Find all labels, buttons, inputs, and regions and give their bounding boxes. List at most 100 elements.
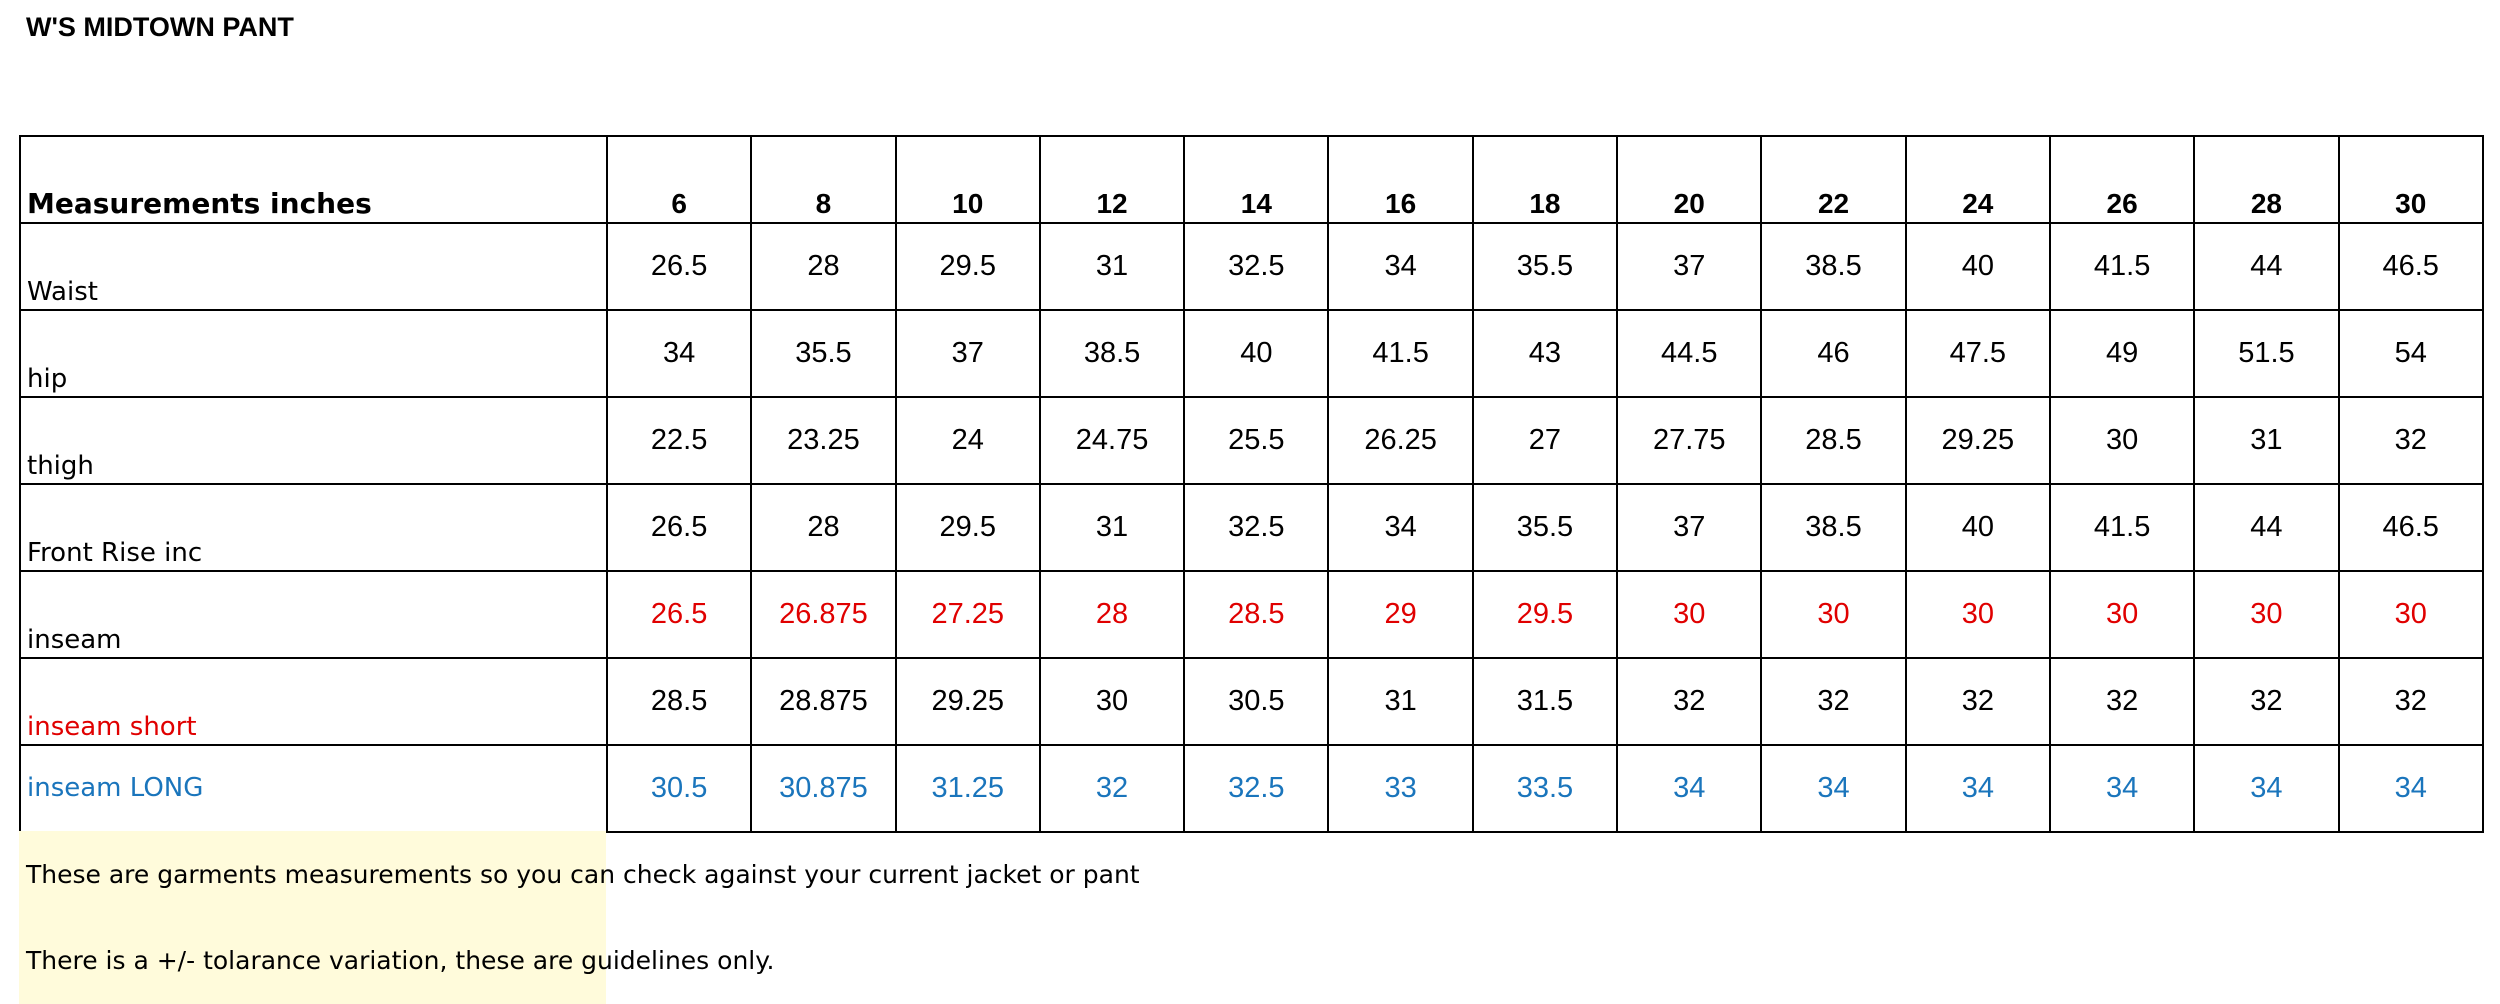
cell: 32 xyxy=(1038,744,1186,833)
cell: 40 xyxy=(1904,483,2051,572)
cell: 40 xyxy=(1183,309,1330,398)
cell: 16 xyxy=(1327,135,1474,224)
cell: 29.5 xyxy=(1471,570,1619,659)
cell: 28 xyxy=(750,483,897,572)
cell: 31 xyxy=(2193,396,2340,485)
cell: 38.5 xyxy=(1760,483,1907,572)
cell: 28.5 xyxy=(1183,570,1330,659)
cell: 38.5 xyxy=(1038,309,1186,398)
cell: 31 xyxy=(1038,222,1186,311)
table-row: Waist 26.5 28 29.5 31 32.5 34 35.5 37 38.5 40 41.5 4… xyxy=(19,222,2484,311)
cell: 32.5 xyxy=(1183,222,1330,311)
cell: 32.5 xyxy=(1183,483,1330,572)
cell: 41.5 xyxy=(2048,222,2196,311)
cell: 29.5 xyxy=(894,222,1041,311)
row-label: Front Rise inc xyxy=(19,483,608,572)
cell: 31.5 xyxy=(1471,657,1619,746)
cell: 10 xyxy=(894,135,1041,224)
cell: 8 xyxy=(750,135,897,224)
cell: 27 xyxy=(1471,396,1619,485)
cell: 34 xyxy=(1616,744,1763,833)
cell: 24 xyxy=(1904,135,2051,224)
table-row: thigh 22.5 23.25 24 24.75 25.5 26.25 27 27.75 28.… xyxy=(19,396,2484,485)
cell: 37 xyxy=(1616,222,1763,311)
cell: 34 xyxy=(2337,744,2484,833)
cell: 24 xyxy=(894,396,1041,485)
size-table: Measurements inches 6 8 10 12 14 16 18 20 22 24 26 2… xyxy=(19,135,2484,833)
cell: 30.5 xyxy=(1183,657,1330,746)
cell: 32 xyxy=(2048,657,2196,746)
cell: 34 xyxy=(1327,483,1474,572)
cell: 30 xyxy=(2048,396,2196,485)
cell: 30 xyxy=(2337,570,2484,659)
cell: 34 xyxy=(2048,744,2196,833)
cell: 33 xyxy=(1327,744,1474,833)
cell: 28.5 xyxy=(1760,396,1907,485)
cell: 30.5 xyxy=(605,744,753,833)
cell: 30 xyxy=(1038,657,1186,746)
cell: 27.25 xyxy=(894,570,1041,659)
row-label: hip xyxy=(19,309,608,398)
table-row: Measurements inches 6 8 10 12 14 16 18 20 22 24 26 2… xyxy=(19,135,2484,224)
cell: 30 xyxy=(2193,570,2340,659)
cell: 35.5 xyxy=(750,309,897,398)
cell: 31.25 xyxy=(894,744,1041,833)
cell: 51.5 xyxy=(2193,309,2340,398)
cell: 32 xyxy=(2337,396,2484,485)
cell: 54 xyxy=(2337,309,2484,398)
cell: 30 xyxy=(1904,570,2051,659)
row-label: inseam xyxy=(19,570,608,659)
cell: 18 xyxy=(1471,135,1619,224)
table-row: hip 34 35.5 37 38.5 40 41.5 43 44.5 46 47.5 49 51.5 5… xyxy=(19,309,2484,398)
cell: 28.875 xyxy=(750,657,897,746)
cell: 30 xyxy=(2337,135,2484,224)
cell: 29.25 xyxy=(1904,396,2051,485)
cell: 40 xyxy=(1904,222,2051,311)
cell: 22 xyxy=(1760,135,1907,224)
row-label: inseam short xyxy=(19,657,608,746)
table-row: Front Rise inc 26.5 28 29.5 31 32.5 34 35.5 37 38… xyxy=(19,483,2484,572)
note: There is a +/- tolarance variation, thes… xyxy=(26,946,775,975)
cell: 33.5 xyxy=(1471,744,1619,833)
cell: 6 xyxy=(605,135,753,224)
cell: 29.25 xyxy=(894,657,1041,746)
cell: 28.5 xyxy=(605,657,753,746)
cell: 29 xyxy=(1327,570,1474,659)
cell: 30.875 xyxy=(750,744,897,833)
cell: 41.5 xyxy=(1327,309,1474,398)
note-highlight xyxy=(19,831,606,1004)
cell: 20 xyxy=(1616,135,1763,224)
cell: 26.5 xyxy=(605,222,753,311)
cell: 28 xyxy=(2193,135,2340,224)
cell: 28 xyxy=(1038,570,1186,659)
cell: 28 xyxy=(750,222,897,311)
cell: 46 xyxy=(1760,309,1907,398)
cell: 32 xyxy=(1616,657,1763,746)
cell: 38.5 xyxy=(1760,222,1907,311)
cell: 14 xyxy=(1183,135,1330,224)
cell: 23.25 xyxy=(750,396,897,485)
cell: 12 xyxy=(1038,135,1186,224)
cell: 30 xyxy=(1616,570,1763,659)
table-row: inseam LONG 30.5 30.875 31.25 32 32.5 33 33.5 34… xyxy=(19,744,2484,833)
cell: 34 xyxy=(2193,744,2340,833)
cell: 43 xyxy=(1471,309,1619,398)
cell: 31 xyxy=(1038,483,1186,572)
cell: 34 xyxy=(1760,744,1907,833)
cell: 26.5 xyxy=(605,570,753,659)
cell: 44.5 xyxy=(1616,309,1763,398)
row-label: Waist xyxy=(19,222,608,311)
cell: 34 xyxy=(605,309,753,398)
row-label: thigh xyxy=(19,396,608,485)
cell: 22.5 xyxy=(605,396,753,485)
cell: 37 xyxy=(1616,483,1763,572)
cell: 41.5 xyxy=(2048,483,2196,572)
cell: 26 xyxy=(2048,135,2196,224)
cell: 30 xyxy=(1760,570,1907,659)
cell: 25.5 xyxy=(1183,396,1330,485)
table-row: inseam 26.5 26.875 27.25 28 28.5 29 29.5 30 30 30 3… xyxy=(19,570,2484,659)
page-title: W'S MIDTOWN PANT xyxy=(26,12,294,42)
cell: 35.5 xyxy=(1471,483,1619,572)
cell: 34 xyxy=(1327,222,1474,311)
